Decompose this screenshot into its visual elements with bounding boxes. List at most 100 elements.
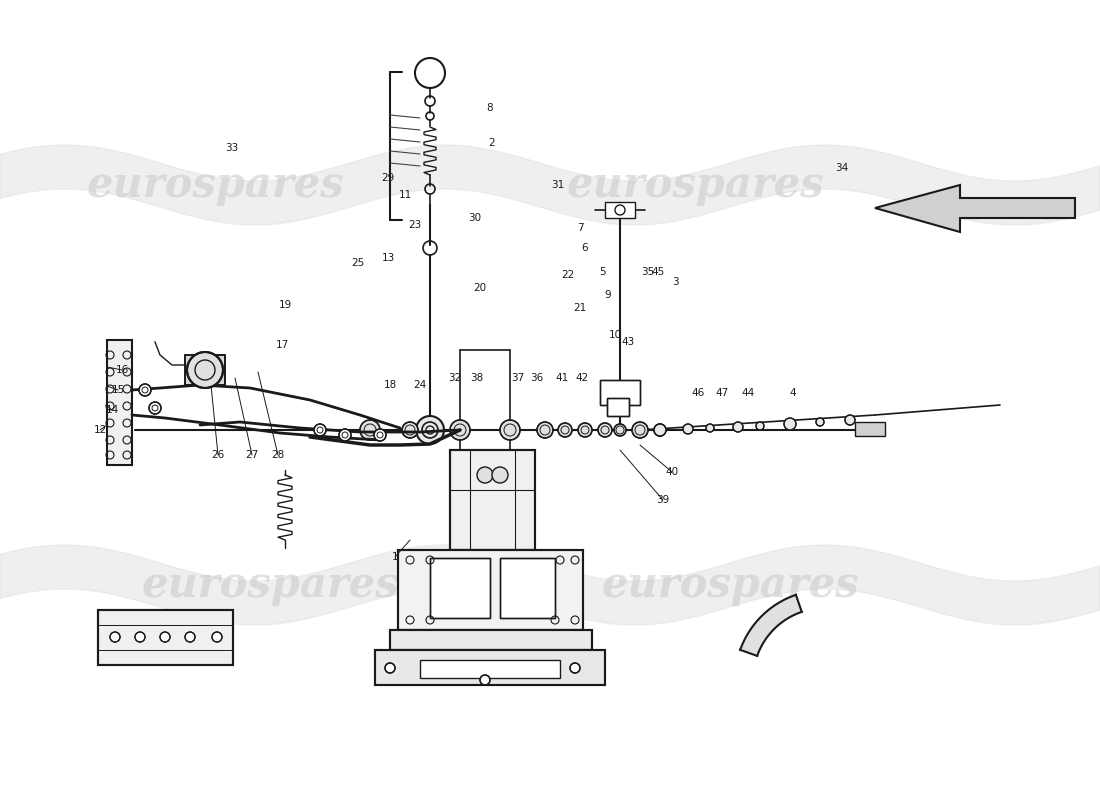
Text: 17: 17 <box>275 340 288 350</box>
Text: 29: 29 <box>382 173 395 183</box>
Bar <box>500 558 556 618</box>
Text: 32: 32 <box>449 373 462 383</box>
Circle shape <box>500 420 520 440</box>
Text: 34: 34 <box>835 163 848 173</box>
Text: 27: 27 <box>245 450 258 460</box>
Text: 44: 44 <box>741 388 755 398</box>
Circle shape <box>339 429 351 441</box>
Text: 46: 46 <box>692 388 705 398</box>
Circle shape <box>187 352 223 388</box>
Circle shape <box>654 424 666 436</box>
Circle shape <box>360 420 379 440</box>
Circle shape <box>385 663 395 673</box>
Text: 38: 38 <box>471 373 484 383</box>
Bar <box>450 450 535 550</box>
Circle shape <box>185 632 195 642</box>
Text: 33: 33 <box>226 143 239 153</box>
Text: 6: 6 <box>582 243 588 253</box>
Text: 47: 47 <box>715 388 728 398</box>
Circle shape <box>706 424 714 432</box>
Bar <box>855 422 886 436</box>
Bar <box>500 558 556 618</box>
Text: 1: 1 <box>392 552 398 562</box>
Text: 14: 14 <box>106 405 119 415</box>
Circle shape <box>615 205 625 215</box>
Circle shape <box>160 632 170 642</box>
Circle shape <box>598 423 612 437</box>
Bar <box>185 355 226 385</box>
Text: 25: 25 <box>351 258 364 268</box>
Circle shape <box>537 422 553 438</box>
Bar <box>450 450 535 550</box>
Text: 36: 36 <box>530 373 543 383</box>
Bar <box>185 355 226 385</box>
Text: 24: 24 <box>414 380 427 390</box>
Bar <box>600 380 640 405</box>
Bar <box>390 630 592 650</box>
Text: 5: 5 <box>600 267 606 277</box>
Circle shape <box>570 663 580 673</box>
Text: 42: 42 <box>575 373 589 383</box>
Circle shape <box>632 422 648 438</box>
Text: 26: 26 <box>211 450 224 460</box>
Bar <box>607 398 629 416</box>
Text: 23: 23 <box>408 220 421 230</box>
Text: 2: 2 <box>488 138 495 148</box>
Text: 13: 13 <box>382 253 395 263</box>
Text: 8: 8 <box>486 103 493 113</box>
Bar <box>420 660 560 678</box>
Circle shape <box>480 675 490 685</box>
Bar <box>98 610 233 665</box>
Text: 22: 22 <box>561 270 574 280</box>
Text: 30: 30 <box>469 213 482 223</box>
Text: 31: 31 <box>551 180 564 190</box>
Text: eurospares: eurospares <box>86 164 344 206</box>
Text: eurospares: eurospares <box>566 164 824 206</box>
Text: 21: 21 <box>573 303 586 313</box>
Circle shape <box>139 384 151 396</box>
Text: 3: 3 <box>672 277 679 287</box>
Circle shape <box>415 58 446 88</box>
Bar <box>398 550 583 630</box>
Circle shape <box>135 632 145 642</box>
Text: 11: 11 <box>398 190 411 200</box>
Circle shape <box>558 423 572 437</box>
Circle shape <box>654 424 666 436</box>
Text: 12: 12 <box>94 425 107 435</box>
Text: 15: 15 <box>111 385 124 395</box>
Circle shape <box>374 429 386 441</box>
Text: 4: 4 <box>790 388 796 398</box>
Bar <box>605 202 635 218</box>
Bar <box>398 550 583 630</box>
Text: eurospares: eurospares <box>602 564 859 606</box>
Circle shape <box>614 424 626 436</box>
Bar <box>375 650 605 685</box>
Bar <box>430 558 490 618</box>
Text: eurospares: eurospares <box>141 564 399 606</box>
Text: 18: 18 <box>384 380 397 390</box>
Circle shape <box>756 422 764 430</box>
Text: 9: 9 <box>605 290 612 300</box>
Polygon shape <box>107 340 132 465</box>
Text: 20: 20 <box>473 283 486 293</box>
Bar <box>98 610 233 665</box>
Text: 43: 43 <box>621 337 635 347</box>
Text: 16: 16 <box>116 365 129 375</box>
Polygon shape <box>874 185 1075 232</box>
Bar <box>600 380 640 405</box>
Circle shape <box>450 420 470 440</box>
Text: 7: 7 <box>576 223 583 233</box>
Circle shape <box>845 415 855 425</box>
Circle shape <box>110 632 120 642</box>
Text: 37: 37 <box>512 373 525 383</box>
Circle shape <box>492 467 508 483</box>
Bar <box>390 630 592 650</box>
Circle shape <box>402 422 418 438</box>
Text: 40: 40 <box>666 467 679 477</box>
Circle shape <box>314 424 326 436</box>
Circle shape <box>578 423 592 437</box>
Polygon shape <box>740 595 802 656</box>
Text: 28: 28 <box>272 450 285 460</box>
Circle shape <box>212 632 222 642</box>
Circle shape <box>683 424 693 434</box>
